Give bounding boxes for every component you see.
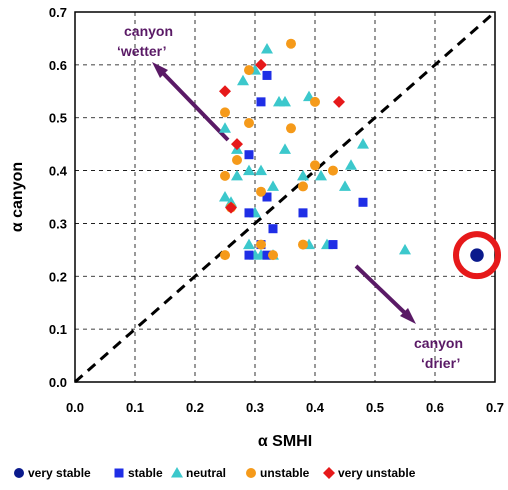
annotation-wetter: canyon ‘wetter’	[117, 23, 230, 142]
data-point-neutral	[231, 169, 243, 181]
data-point-unstable	[298, 181, 308, 192]
data-point-unstable	[268, 250, 278, 261]
y-tick-label: 0.6	[49, 58, 67, 73]
x-tick-label: 0.1	[126, 400, 144, 415]
legend-label-neutral: neutral	[186, 466, 226, 480]
x-tick-label: 0.3	[246, 400, 264, 415]
legend-marker-unstable	[246, 468, 256, 478]
x-tick-label: 0.7	[486, 400, 504, 415]
highlight-ring	[453, 231, 501, 280]
legend-label-unstable: unstable	[260, 466, 310, 480]
data-point-unstable	[328, 165, 338, 176]
data-point-stable	[256, 97, 266, 107]
data-point-neutral	[279, 95, 291, 107]
data-point-neutral	[357, 138, 369, 149]
data-point-unstable	[286, 38, 296, 49]
y-tick-label: 0.0	[49, 375, 67, 390]
x-tick-label: 0.6	[426, 400, 444, 415]
data-point-neutral	[345, 159, 357, 170]
data-point-very-unstable	[231, 138, 243, 151]
data-point-stable	[262, 70, 272, 80]
annotation-wetter-line1: canyon	[124, 23, 173, 39]
data-point-neutral	[237, 74, 249, 86]
data-point-neutral	[279, 143, 291, 154]
data-point-unstable	[220, 170, 230, 181]
y-tick-label: 0.4	[49, 164, 68, 179]
annotation-drier: canyon ‘drier’	[354, 264, 463, 371]
data-point-stable	[268, 224, 278, 234]
data-point-neutral	[243, 238, 255, 250]
y-tick-label: 0.2	[49, 269, 67, 284]
annotation-drier-line1: canyon	[414, 335, 463, 351]
data-point-stable	[262, 192, 272, 202]
data-point-stable	[244, 250, 254, 260]
tick-labels: 0.0 0.1 0.2 0.3 0.4 0.5 0.6 0.7 0.0 0.1 0.2 0.3 0.4 0…	[49, 5, 504, 415]
data-point-stable	[358, 197, 368, 207]
data-point-unstable	[244, 65, 254, 76]
data-point-neutral	[339, 180, 351, 191]
arrow-drier-head	[400, 308, 416, 324]
x-tick-label: 0.0	[66, 400, 84, 415]
data-point-neutral	[297, 169, 309, 181]
legend: very stable stable neutral unstable very uns…	[14, 466, 416, 480]
data-point-unstable	[286, 123, 296, 134]
data-point-stable	[298, 208, 308, 218]
data-point-neutral	[255, 164, 267, 176]
x-axis-label: α SMHI	[258, 433, 312, 450]
y-axis-label: α canyon	[9, 162, 26, 232]
data-point-very-unstable	[333, 95, 345, 108]
legend-marker-very-unstable	[323, 467, 335, 479]
data-point-unstable	[256, 239, 266, 250]
data-point-stable	[244, 150, 254, 160]
data-point-neutral	[267, 180, 279, 191]
data-point-unstable	[310, 96, 320, 107]
data-point-unstable	[256, 186, 266, 197]
legend-marker-very-stable	[14, 468, 24, 478]
data-point-unstable	[232, 155, 242, 165]
data-point-neutral	[261, 43, 273, 54]
data-point-neutral	[243, 164, 255, 176]
data-point-neutral	[219, 191, 231, 202]
data-point-very-unstable	[219, 85, 231, 98]
plot-area-frame	[74, 11, 496, 383]
data-point-neutral	[315, 169, 327, 181]
y-tick-label: 0.1	[49, 322, 67, 337]
data-points	[219, 38, 484, 262]
legend-marker-stable	[114, 468, 124, 478]
data-point-stable	[262, 250, 272, 260]
data-point-neutral	[399, 243, 411, 255]
legend-label-very-unstable: very unstable	[338, 466, 416, 480]
one-to-one-reference-line	[74, 10, 496, 384]
legend-label-very-stable: very stable	[28, 466, 91, 480]
data-point-neutral	[219, 122, 231, 133]
grid-lines	[75, 12, 495, 382]
x-tick-label: 0.4	[306, 400, 325, 415]
data-point-unstable	[310, 160, 320, 171]
data-point-unstable	[220, 107, 230, 118]
arrow-drier-shaft	[354, 264, 408, 316]
data-point-unstable	[244, 118, 254, 128]
data-point-very-stable	[470, 248, 484, 262]
data-point-unstable	[220, 250, 230, 261]
legend-label-stable: stable	[128, 466, 163, 480]
legend-marker-neutral	[171, 467, 183, 478]
data-point-very-unstable	[255, 58, 267, 71]
x-tick-label: 0.2	[186, 400, 204, 415]
annotation-drier-line2: ‘drier’	[421, 355, 460, 371]
data-point-stable	[328, 240, 338, 250]
arrow-wetter-head	[152, 62, 168, 78]
data-point-unstable	[298, 239, 308, 250]
y-tick-label: 0.5	[49, 111, 67, 126]
arrow-wetter-shaft	[160, 70, 230, 142]
annotation-wetter-line2: ‘wetter’	[117, 43, 167, 59]
y-tick-label: 0.7	[49, 5, 67, 20]
data-point-stable	[244, 208, 254, 218]
x-tick-label: 0.5	[366, 400, 384, 415]
data-point-very-unstable	[225, 201, 237, 214]
y-tick-label: 0.3	[49, 216, 67, 231]
